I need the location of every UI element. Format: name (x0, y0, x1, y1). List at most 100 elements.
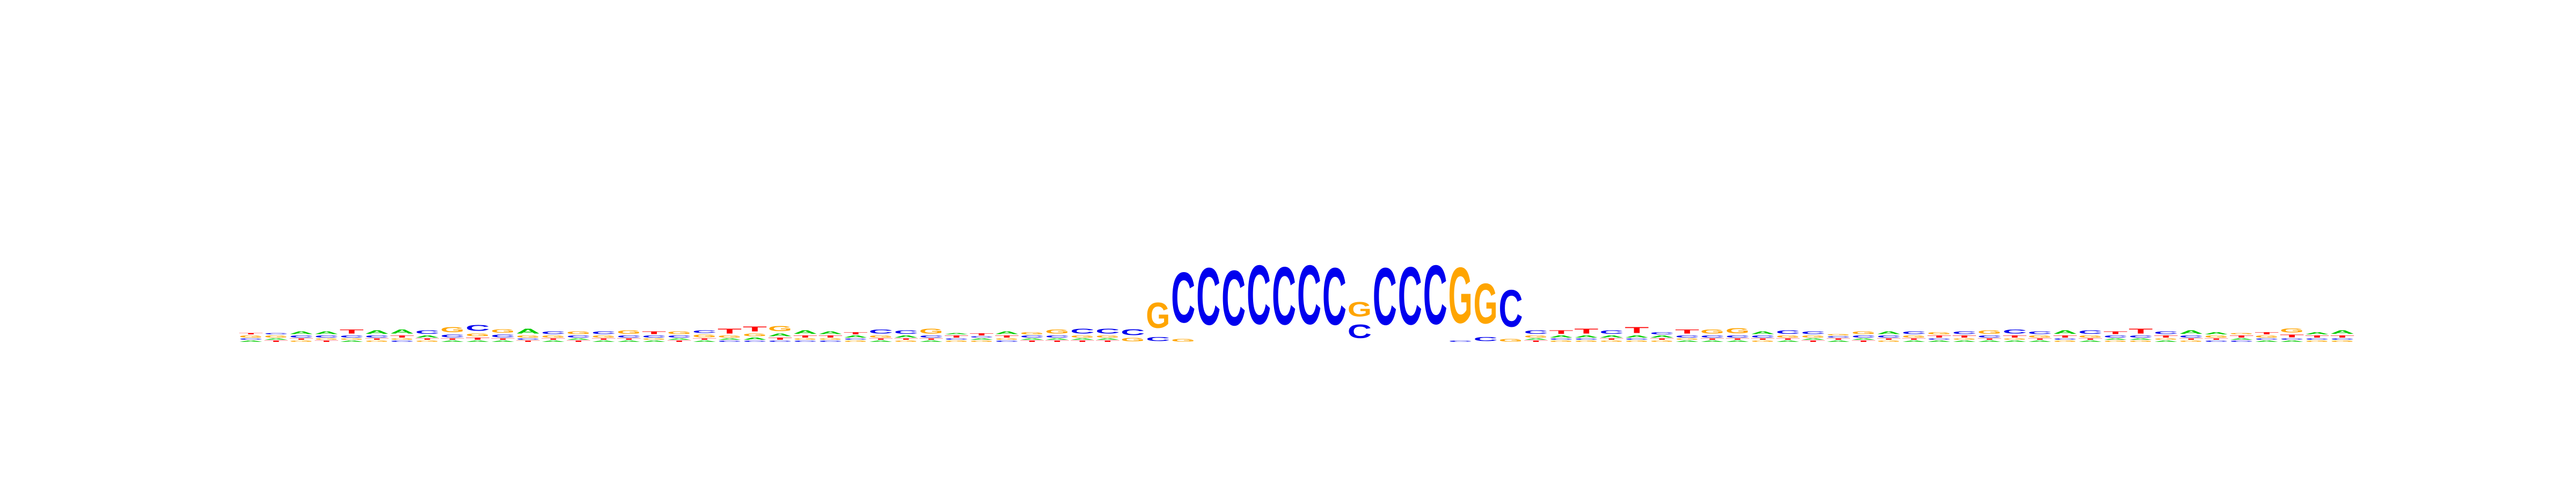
nucleotide-c-glyph: C (2028, 331, 2052, 335)
nucleotide-c-glyph: C (1524, 330, 1548, 335)
nucleotide-c-glyph: C (1171, 258, 1195, 338)
nucleotide-g-glyph: G (591, 335, 616, 338)
nucleotide-t-glyph: T (2179, 338, 2203, 340)
nucleotide-g-glyph: G (718, 335, 742, 338)
nucleotide-c-glyph: C (667, 335, 691, 338)
logo-column: C (1322, 251, 1346, 342)
nucleotide-a-glyph: A (289, 331, 313, 335)
nucleotide-c-glyph: C (1574, 338, 1598, 340)
nucleotide-c-glyph: C (2305, 338, 2329, 340)
nucleotide-t-glyph: T (340, 328, 364, 335)
nucleotide-g-glyph: G (1700, 328, 1724, 335)
nucleotide-t-glyph: T (491, 338, 515, 340)
nucleotide-t-glyph: T (1574, 327, 1598, 335)
nucleotide-a-glyph: A (743, 337, 767, 340)
nucleotide-g-glyph: G (1826, 334, 1850, 336)
nucleotide-c-glyph: C (2229, 340, 2253, 342)
nucleotide-t-glyph: T (2204, 338, 2228, 340)
logo-column: GC (1121, 327, 1145, 342)
nucleotide-a-glyph: A (2305, 332, 2329, 335)
logo-column: CG (1348, 297, 1372, 342)
nucleotide-g-glyph: G (1624, 340, 1649, 342)
nucleotide-g-glyph: G (1675, 338, 1699, 340)
nucleotide-a-glyph: A (1095, 338, 1119, 340)
nucleotide-g-glyph: G (314, 338, 339, 340)
nucleotide-c-glyph: C (1700, 335, 1724, 338)
nucleotide-a-glyph: A (2229, 338, 2253, 340)
nucleotide-a-glyph: A (768, 333, 792, 337)
nucleotide-g-glyph: G (2204, 335, 2228, 338)
nucleotide-t-glyph: T (441, 338, 465, 340)
logo-column: C (1221, 254, 1246, 342)
nucleotide-a-glyph: A (340, 340, 364, 342)
nucleotide-a-glyph: A (1725, 340, 1750, 342)
nucleotide-t-glyph: T (1826, 338, 1850, 340)
nucleotide-c-glyph: C (692, 330, 716, 334)
logo-column: C (1247, 248, 1271, 342)
nucleotide-a-glyph: A (869, 340, 893, 342)
nucleotide-a-glyph: A (1700, 340, 1724, 342)
nucleotide-c-glyph: C (1020, 335, 1044, 338)
nucleotide-g-glyph: G (945, 340, 969, 342)
nucleotide-c-glyph: C (818, 340, 843, 342)
nucleotide-c-glyph: C (2280, 338, 2304, 340)
nucleotide-c-glyph: C (1776, 330, 1800, 335)
nucleotide-a-glyph: A (995, 331, 1019, 335)
nucleotide-t-glyph: T (1650, 338, 1674, 340)
nucleotide-g-glyph: G (1448, 251, 1473, 340)
nucleotide-c-glyph: C (642, 335, 666, 338)
nucleotide-t-glyph: T (541, 338, 565, 340)
nucleotide-t-glyph: T (743, 325, 767, 333)
nucleotide-c-glyph: C (1448, 340, 1473, 342)
nucleotide-g-glyph: G (2330, 340, 2354, 342)
nucleotide-c-glyph: C (2330, 338, 2354, 340)
nucleotide-g-glyph: G (1524, 335, 1548, 338)
nucleotide-a-glyph: A (466, 340, 490, 342)
nucleotide-t-glyph: T (2028, 338, 2052, 340)
nucleotide-g-glyph: G (995, 338, 1019, 340)
nucleotide-a-glyph: A (2154, 340, 2178, 342)
nucleotide-g-glyph: G (1070, 335, 1094, 338)
nucleotide-a-glyph: A (844, 335, 868, 338)
nucleotide-c-glyph: C (1978, 335, 2002, 338)
nucleotide-g-glyph: G (1877, 340, 1901, 342)
nucleotide-a-glyph: A (617, 340, 641, 342)
nucleotide-t-glyph: T (2003, 335, 2027, 338)
nucleotide-g-glyph: G (264, 335, 288, 338)
nucleotide-c-glyph: C (1725, 335, 1750, 338)
nucleotide-g-glyph: G (1751, 340, 1775, 342)
nucleotide-c-glyph: C (491, 334, 515, 338)
nucleotide-a-glyph: A (1927, 340, 1951, 342)
nucleotide-g-glyph: G (1499, 338, 1523, 342)
nucleotide-t-glyph: T (1776, 338, 1800, 340)
nucleotide-c-glyph: C (844, 338, 868, 340)
nucleotide-t-glyph: T (314, 340, 339, 342)
nucleotide-t-glyph: T (1095, 340, 1119, 342)
nucleotide-c-glyph: C (1499, 280, 1523, 338)
